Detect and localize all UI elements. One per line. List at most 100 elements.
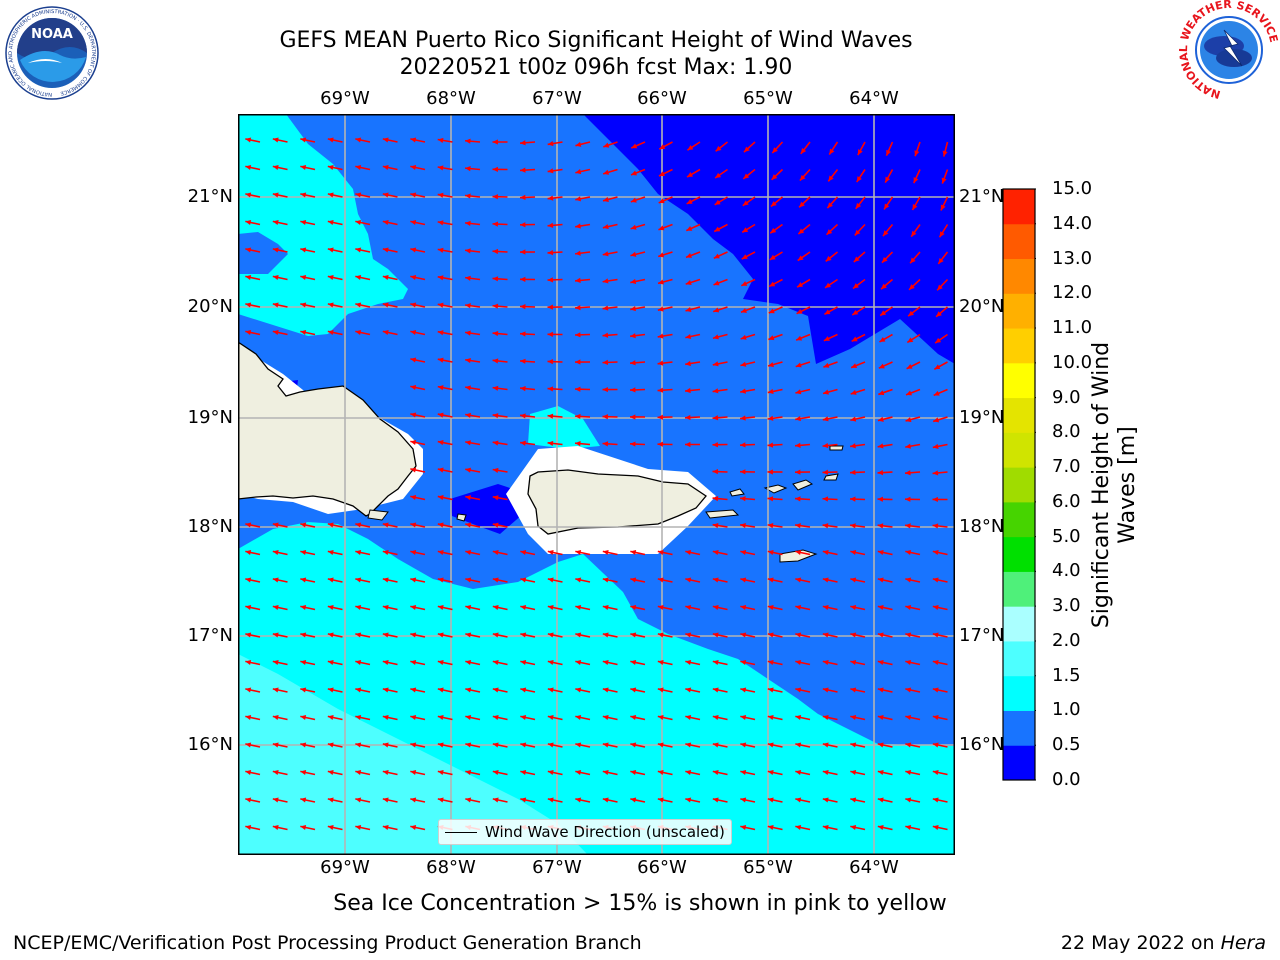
wave-direction-arrowhead [245, 192, 252, 198]
wave-direction-arrowhead [245, 302, 252, 308]
wave-direction-arrowhead [712, 604, 719, 611]
wave-direction-arrowhead [492, 632, 499, 638]
wave-direction-arrowhead [630, 278, 637, 285]
wave-direction-arrowhead [547, 386, 554, 392]
wave-direction-arrowhead [853, 283, 859, 289]
wave-direction-arrowhead [657, 714, 664, 721]
wave-direction-arrowhead [410, 604, 417, 611]
wave-direction-arrowhead [410, 164, 417, 171]
land-hispaniola [238, 341, 417, 517]
wave-direction-arrowhead [685, 797, 692, 803]
wave-direction-arrowhead [575, 196, 582, 202]
wave-direction-arrowhead [245, 659, 252, 666]
wave-direction-arrowhead [492, 221, 499, 227]
wave-direction-arrowhead [382, 329, 389, 336]
wave-direction-arrowhead [630, 742, 637, 748]
wave-direction-arrowhead [300, 302, 307, 308]
colorbar-tick-label: 4.0 [1052, 560, 1081, 582]
wave-direction-arrowhead [822, 469, 828, 475]
wave-direction-arrowhead [272, 632, 279, 638]
wave-direction-arrowhead [905, 549, 912, 556]
wave-direction-arrowhead [245, 247, 252, 253]
wave-direction-arrowhead [767, 469, 773, 475]
wave-direction-arrowhead [492, 248, 499, 255]
wave-direction-arrowhead [712, 415, 719, 421]
wave-direction-arrowhead [437, 797, 444, 803]
wave-direction-arrowhead [465, 193, 471, 199]
wave-direction-arrowhead [410, 219, 417, 226]
wave-direction-arrowhead [767, 496, 774, 502]
wave-direction-arrowhead [795, 659, 802, 666]
wave-direction-arrowhead [712, 361, 719, 367]
wave-direction-arrowhead [492, 495, 499, 501]
wave-direction-arrowhead [658, 225, 665, 231]
wave-direction-arrowhead [547, 277, 554, 283]
lat-label-left: 17°N [187, 625, 233, 646]
wave-direction-arrowhead [575, 659, 582, 666]
colorbar-segment [1003, 328, 1035, 364]
colorbar-segment [1003, 223, 1035, 260]
wave-direction-arrowhead [465, 220, 471, 227]
wave-direction-arrowhead [300, 219, 307, 226]
wave-direction-arrowhead [712, 549, 719, 556]
wave-direction-arrowhead [547, 195, 554, 201]
colorbar-tick-label: 3.0 [1052, 595, 1081, 617]
lon-label-bottom: 67°W [532, 857, 582, 878]
wave-direction-arrowhead [912, 203, 918, 210]
wave-direction-arrowhead [492, 385, 499, 391]
wave-direction-arrowhead [382, 549, 389, 556]
wave-direction-arrowhead [492, 604, 499, 611]
wave-direction-arrowhead [245, 742, 252, 748]
wave-direction-arrowhead [602, 687, 609, 693]
wave-direction-arrowhead [602, 769, 609, 776]
wave-direction-arrowhead [713, 307, 720, 313]
wave-direction-arrowhead [410, 522, 417, 528]
wave-direction-arrowhead [327, 797, 334, 803]
wave-direction-arrowhead [547, 140, 554, 147]
wave-direction-arrowhead [685, 306, 692, 313]
wave-direction-arrowhead [272, 824, 279, 831]
wave-direction-arrowhead [905, 604, 912, 611]
wave-direction-arrowhead [905, 687, 912, 693]
wave-direction-arrowhead [410, 247, 417, 253]
colorbar-tick-label: 1.0 [1052, 699, 1081, 721]
wave-direction-arrowhead [602, 632, 609, 638]
wave-direction-arrowhead [272, 137, 279, 143]
colorbar-tick-label: 7.0 [1052, 456, 1081, 478]
wave-direction-arrowhead [492, 440, 499, 446]
wave-direction-arrowhead [437, 714, 444, 721]
wave-direction-arrowhead [410, 494, 417, 501]
wave-direction-arrowhead [685, 577, 692, 583]
wave-direction-arrowhead [300, 164, 307, 171]
wave-direction-arrowhead [799, 201, 805, 208]
wave-direction-arrowhead [742, 200, 749, 206]
wave-direction-arrowhead [712, 742, 719, 748]
wave-direction-arrowhead [630, 604, 637, 611]
wave-direction-arrowhead [768, 362, 774, 368]
wave-direction-arrowhead [382, 797, 389, 803]
wave-direction-arrowhead [712, 522, 719, 529]
wave-direction-arrowhead [602, 224, 609, 230]
wave-direction-arrowhead [327, 522, 334, 528]
wave-direction-arrowhead [795, 549, 802, 556]
colorbar-title: Significant Height of Wind Waves [m] [1089, 315, 1141, 655]
wave-direction-arrowhead [410, 577, 417, 583]
wave-direction-arrowhead [272, 797, 279, 803]
lon-label-top: 68°W [426, 88, 476, 109]
wave-direction-arrowhead [905, 742, 912, 748]
wave-direction-arrowhead [520, 549, 527, 556]
wave-direction-arrowhead [327, 769, 334, 776]
wave-band-1.0-1.5-northwest [238, 114, 408, 336]
wave-direction-arrowhead [798, 228, 805, 234]
wave-direction-arrowhead [657, 797, 664, 803]
wave-direction-arrowhead [880, 310, 887, 316]
wave-direction-arrowhead [742, 227, 749, 233]
wave-direction-arrowhead [877, 714, 884, 721]
wave-direction-arrowhead [492, 549, 499, 556]
wave-direction-arrowhead [905, 824, 912, 831]
land-mona-island [456, 513, 467, 522]
wave-direction-arrowhead [382, 302, 389, 308]
wave-direction-arrowhead [520, 331, 526, 337]
wave-direction-arrowhead [410, 357, 417, 363]
wave-direction-arrowhead [520, 194, 526, 201]
